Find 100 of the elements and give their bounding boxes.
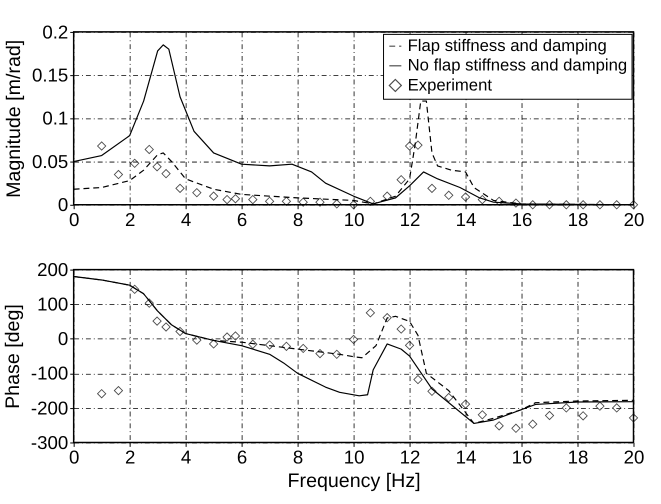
point [97,389,106,398]
point [511,198,520,208]
point [230,194,240,204]
point [97,141,106,151]
x-tick-label: 12 [400,208,420,230]
point [578,411,588,420]
y-tick-label: 0.15 [32,64,68,86]
x-tick-label: 10 [344,446,364,468]
point [222,195,232,204]
point [315,349,325,358]
y-tick-label: 0.2 [42,21,68,42]
x-tick-label: 8 [292,208,304,230]
point [444,190,454,200]
legend-label: Flap stiffness and damping [408,36,607,56]
point [444,392,454,402]
point [405,141,414,151]
point [366,196,375,206]
point [265,196,274,206]
x-tick-label: 18 [568,446,588,468]
point [161,322,171,332]
point [578,200,588,210]
y-axis-title: Phase [deg] [2,304,24,409]
point [405,340,414,350]
point [144,298,154,308]
x-tick-label: 2 [124,208,136,230]
point [396,324,406,334]
point [478,195,487,204]
point [144,144,154,154]
point [152,162,162,172]
x-tick-label: 20 [624,208,644,230]
point [315,198,325,207]
point [282,342,291,351]
point [209,339,218,348]
point [192,336,202,345]
point [544,410,554,420]
x-tick-label: 4 [180,446,192,468]
point [562,200,571,210]
point [528,200,538,210]
legend-label: Experiment [408,75,492,94]
x-tick-label: 10 [344,208,364,230]
point [494,421,504,430]
y-axis-title: Magnitude [m/rad] [3,40,26,198]
point [460,400,470,409]
point [562,403,571,412]
x-axis-title: Frequency [Hz] [288,470,421,492]
y-tick-label: 0.1 [42,108,68,129]
point [413,374,423,384]
y-tick-label: -300 [30,432,68,453]
point [152,316,162,326]
point [114,170,124,180]
y-tick-label: -200 [30,397,68,418]
x-tick-label: 16 [512,446,532,468]
point [349,334,358,344]
point [460,192,470,202]
point [282,196,291,206]
x-tick-label: 6 [236,446,248,468]
y-tick-label: 100 [37,294,68,315]
point [349,200,358,210]
point [544,200,554,210]
point [528,420,538,429]
point [382,192,392,201]
point [478,410,487,420]
y-tick-label: 200 [37,258,68,280]
point [175,326,185,336]
y-tick-label: 0.05 [32,150,68,172]
point [332,350,342,359]
point [628,413,638,422]
y-tick-label: 0 [58,194,68,216]
x-tick-label: 8 [292,446,304,468]
point [427,386,437,396]
x-tick-label: 2 [124,446,136,468]
point [192,188,202,198]
x-tick-label: 4 [180,208,192,230]
point [209,192,218,201]
point [413,140,423,150]
point [175,184,185,193]
point [248,340,258,349]
point [494,196,504,206]
point [298,344,308,353]
x-tick-label: 16 [512,208,532,230]
x-tick-label: 6 [236,208,248,230]
point [382,313,392,322]
point [265,340,274,350]
y-tick-label: 0 [58,328,68,350]
point [248,195,258,204]
point [298,198,308,207]
point [332,199,342,208]
x-tick-label: 12 [400,446,420,468]
point [511,424,520,433]
point [628,200,638,210]
point [230,331,240,341]
point [612,200,622,210]
y-tick-label: -100 [30,362,68,384]
point [161,169,171,178]
point [595,402,604,411]
point [130,158,140,168]
x-tick-label: 20 [624,446,644,468]
point [130,284,140,294]
point [114,386,124,396]
legend-label: No flap stiffness and damping [408,56,628,75]
